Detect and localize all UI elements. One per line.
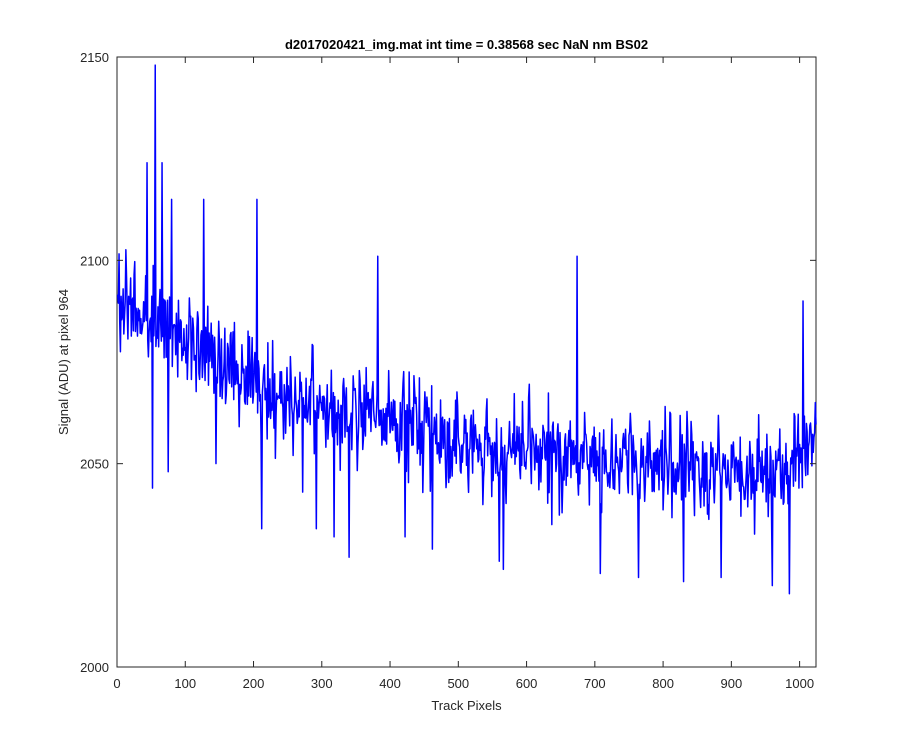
y-tick-label: 2100	[80, 253, 109, 268]
x-tick-label: 700	[584, 676, 606, 691]
y-tick-label: 2000	[80, 660, 109, 675]
y-axis-ticks: 2000 2050 2100 2150	[80, 50, 816, 675]
series-layer	[116, 64, 817, 595]
x-tick-label: 100	[174, 676, 196, 691]
x-tick-label: 500	[447, 676, 469, 691]
x-tick-label: 300	[311, 676, 333, 691]
series-line	[116, 64, 817, 595]
y-axis-label: Signal (ADU) at pixel 964	[56, 289, 71, 435]
x-axis-label: Track Pixels	[431, 698, 502, 713]
plot-area: 0 100 200 300 400 500 600 700 800 900 1000 2000 205…	[80, 50, 817, 691]
x-tick-label: 600	[516, 676, 538, 691]
x-tick-label: 800	[652, 676, 674, 691]
x-tick-label: 1000	[785, 676, 814, 691]
x-tick-label: 900	[721, 676, 743, 691]
y-tick-label: 2050	[80, 457, 109, 472]
x-axis-ticks: 0 100 200 300 400 500 600 700 800 900 1000	[113, 57, 814, 691]
y-tick-label: 2150	[80, 50, 109, 65]
x-tick-label: 200	[243, 676, 265, 691]
x-tick-label: 400	[379, 676, 401, 691]
chart-title: d2017020421_img.mat int time = 0.38568 s…	[285, 37, 648, 52]
x-tick-label: 0	[113, 676, 120, 691]
